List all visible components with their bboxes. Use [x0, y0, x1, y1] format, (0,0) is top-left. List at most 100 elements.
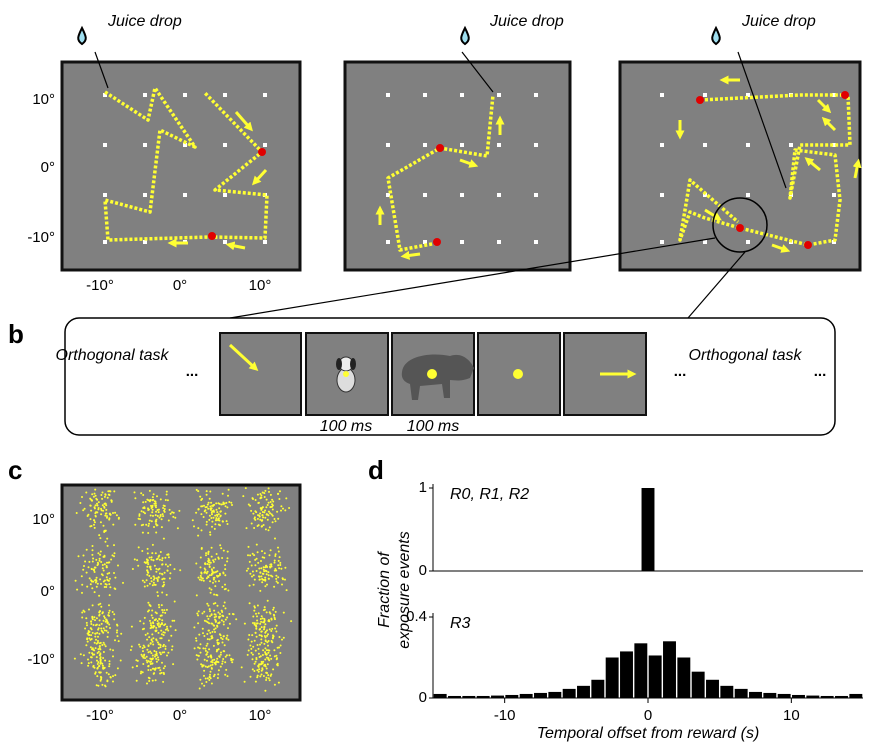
grid-dot [103, 193, 107, 197]
gaze-point [272, 505, 274, 507]
gaze-point [87, 665, 89, 667]
gaze-point [94, 571, 96, 573]
gaze-point [161, 619, 163, 621]
gaze-point [169, 564, 171, 566]
gaze-point [272, 609, 274, 611]
gaze-point [112, 655, 114, 657]
gaze-point [103, 620, 105, 622]
gaze-point [132, 666, 134, 668]
gaze-point [103, 651, 105, 653]
gaze-point [207, 638, 209, 640]
gaze-point [214, 602, 216, 604]
gaze-point [153, 650, 155, 652]
gaze-point [208, 605, 210, 607]
gaze-point [257, 605, 259, 607]
gaze-point [100, 676, 102, 678]
gaze-point [155, 501, 157, 503]
gaze-point [109, 490, 111, 492]
gaze-point [86, 549, 88, 551]
grid-dot [703, 143, 707, 147]
gaze-point [76, 589, 78, 591]
gaze-point [213, 645, 215, 647]
gaze-point [254, 624, 256, 626]
gaze-point [98, 627, 100, 629]
gaze-point [209, 498, 211, 500]
gaze-point [161, 623, 163, 625]
gaze-point [222, 660, 224, 662]
gaze-point [92, 581, 94, 583]
gaze-point [224, 644, 226, 646]
gaze-point [208, 502, 210, 504]
gaze-point [246, 527, 248, 529]
gaze-point [222, 503, 224, 505]
gaze-point [279, 562, 281, 564]
gaze-point [92, 545, 94, 547]
gaze-point [106, 672, 108, 674]
grid-dot [460, 143, 464, 147]
gaze-point [163, 634, 165, 636]
gaze-point [104, 660, 106, 662]
gaze-point [156, 661, 158, 663]
gaze-point [93, 524, 95, 526]
gaze-point [112, 675, 114, 677]
gaze-point [252, 658, 254, 660]
gaze-point [219, 511, 221, 513]
gaze-point [211, 556, 213, 558]
gaze-point [226, 635, 228, 637]
gaze-point [197, 535, 199, 537]
bar [663, 641, 676, 698]
gaze-point [113, 490, 115, 492]
gaze-point [200, 557, 202, 559]
gaze-point [143, 623, 145, 625]
gaze-point [97, 583, 99, 585]
gaze-point [213, 561, 215, 563]
gaze-point [96, 624, 98, 626]
gaze-point [112, 554, 114, 556]
gaze-point [280, 568, 282, 570]
gaze-point [214, 619, 216, 621]
gaze-point [268, 511, 270, 513]
gaze-point [214, 515, 216, 517]
gaze-point [163, 510, 165, 512]
gaze-point [262, 556, 264, 558]
gaze-point [264, 635, 266, 637]
gaze-point [107, 545, 109, 547]
gaze-point [266, 584, 268, 586]
gaze-point [157, 595, 159, 597]
gaze-point [166, 554, 168, 556]
gaze-point [155, 630, 157, 632]
gaze-point [100, 659, 102, 661]
gaze-point [201, 573, 203, 575]
gaze-point [93, 654, 95, 656]
gaze-point [242, 495, 244, 497]
gaze-point [210, 517, 212, 519]
y-tick-label: 0.4 [406, 608, 427, 625]
gaze-point [105, 541, 107, 543]
gaze-point [227, 551, 229, 553]
gaze-point [266, 573, 268, 575]
gaze-point [92, 561, 94, 563]
gaze-point [278, 498, 280, 500]
gaze-point [102, 504, 104, 506]
gaze-point [270, 658, 272, 660]
gaze-point [214, 616, 216, 618]
gaze-point [262, 516, 264, 518]
gaze-point [250, 648, 252, 650]
gaze-point [158, 606, 160, 608]
bar [577, 686, 590, 698]
gaze-point [155, 679, 157, 681]
gaze-point [102, 567, 104, 569]
ellipsis: ... [186, 363, 199, 380]
gaze-point [161, 592, 163, 594]
gaze-point [201, 683, 203, 685]
gaze-point [223, 624, 225, 626]
gaze-point [88, 652, 90, 654]
gaze-point [160, 644, 162, 646]
gaze-point [112, 649, 114, 651]
gaze-point [258, 671, 260, 673]
gaze-point [179, 569, 181, 571]
gaze-point [160, 653, 162, 655]
gaze-point [157, 667, 159, 669]
gaze-point [203, 635, 205, 637]
gaze-point [134, 524, 136, 526]
